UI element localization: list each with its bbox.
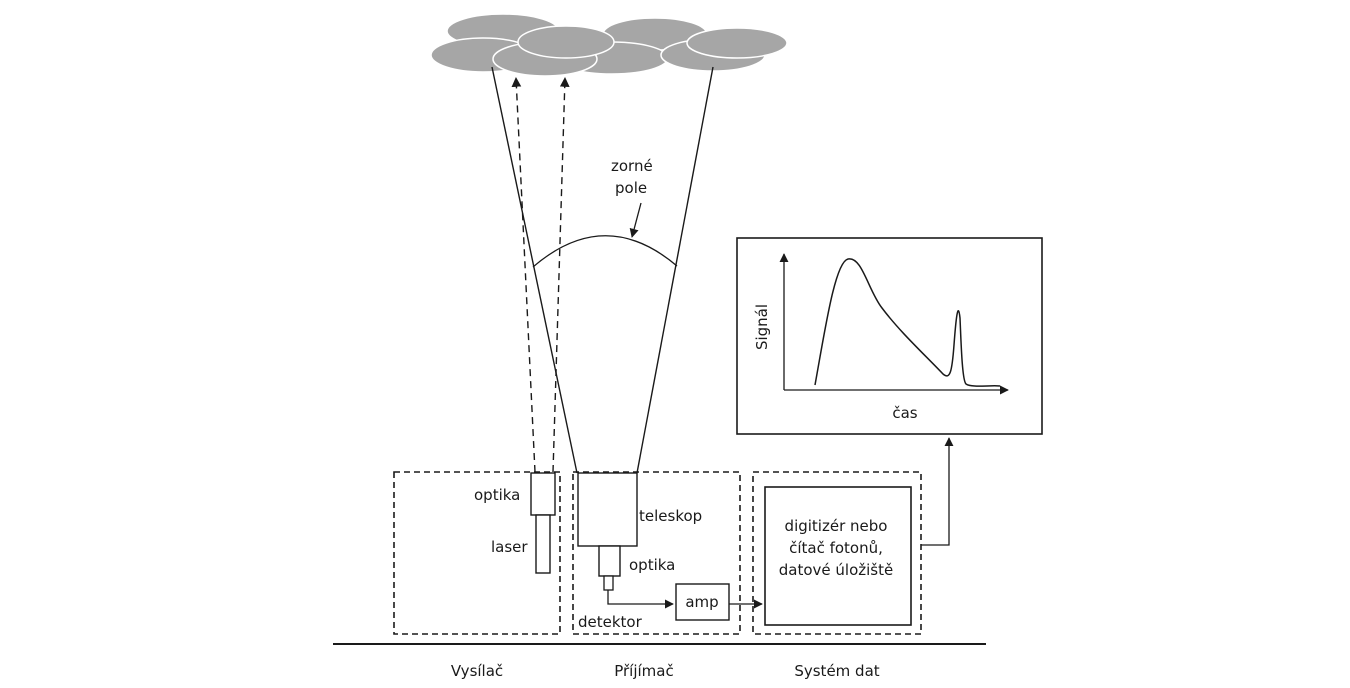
receiver-section-label: Příjímač: [614, 662, 674, 680]
data-system-box: [752, 471, 922, 635]
data-system-to-plot-arrow: [921, 437, 954, 546]
cloud: [686, 27, 788, 59]
amplifier: [675, 583, 730, 621]
transmitter-optics-label: optika: [474, 486, 520, 504]
field-of-view-line-right: [636, 66, 714, 474]
digitizer-label-1: digitizér nebo: [785, 517, 888, 535]
digitizer-label-2: čítač fotonů,: [789, 539, 883, 557]
cloud-group: [430, 13, 788, 77]
laser: [535, 514, 551, 574]
signal-curve: [814, 258, 1001, 387]
field-of-view-label-2: pole: [615, 179, 647, 197]
receiver-optics: [598, 545, 621, 577]
laser-beam-left: [511, 77, 536, 473]
receiver-box: [572, 471, 741, 635]
transmitter-optics: [530, 472, 556, 516]
transmitter-box: [393, 471, 561, 635]
detector: [603, 575, 614, 591]
signal-plot-y-label: Signál: [753, 304, 771, 350]
transmitter-section-label: Vysílač: [451, 662, 503, 680]
signal-plot-x-label: čas: [892, 404, 917, 422]
telescope-label: teleskop: [639, 507, 702, 525]
detector-to-amp-arrow: [607, 590, 674, 609]
telescope: [577, 472, 638, 547]
digitizer-label-3: datové úložiště: [779, 561, 893, 579]
amp-label: amp: [685, 593, 718, 611]
field-of-view-line-left: [491, 66, 578, 474]
detector-label: detektor: [578, 613, 643, 631]
digitizer-box: [764, 486, 912, 626]
laser-beam-right: [552, 77, 570, 473]
receiver-optics-label: optika: [629, 556, 675, 574]
signal-plot-frame: [736, 237, 1043, 435]
field-of-view-label-1: zorné: [611, 157, 653, 175]
cloud: [517, 25, 615, 59]
laser-label: laser: [491, 538, 528, 556]
data-system-section-label: Systém dat: [794, 662, 879, 680]
field-of-view-arc: [532, 235, 678, 268]
field-of-view-pointer: [629, 202, 642, 238]
